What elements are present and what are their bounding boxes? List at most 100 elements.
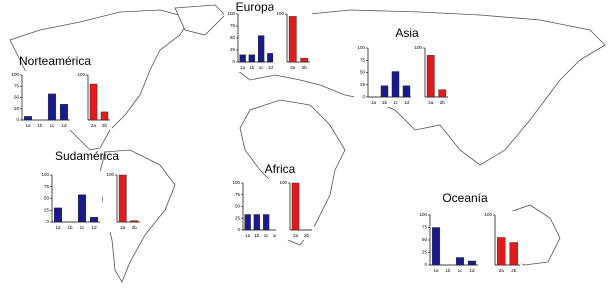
bar: [77, 194, 87, 223]
x-tick-label: 2a: [120, 225, 126, 230]
region-title: Norteamérica: [19, 54, 91, 68]
bar: [47, 93, 57, 121]
region-title: Sudamérica: [55, 149, 119, 163]
y-tick-label: 100: [414, 45, 422, 50]
x-tick-label: 2b: [304, 233, 310, 238]
x-tick-label: 2b: [302, 65, 308, 70]
bar: [509, 242, 518, 266]
x-tick-label: 1a: [433, 268, 439, 273]
x-tick-label: 2a: [499, 268, 505, 273]
bar: [239, 54, 246, 63]
x-tick-label: 1a: [25, 123, 31, 128]
x-tick-label: 1a: [245, 233, 251, 238]
bar: [380, 85, 389, 98]
y-tick-label: 100: [41, 172, 49, 177]
y-tick-label: 75: [44, 184, 50, 189]
bar: [257, 35, 265, 63]
x-tick-label: 1d: [268, 65, 274, 70]
bar: [244, 214, 251, 231]
bar: [130, 220, 139, 223]
x-tick-label: 2b: [511, 268, 517, 273]
y-tick-label: 25: [235, 215, 241, 220]
x-tick-label: 1b: [445, 268, 451, 273]
y-tick-label: 25: [14, 106, 20, 111]
bar: [455, 257, 465, 266]
y-tick-label: 100: [357, 45, 365, 50]
x-tick-label: 1d: [273, 233, 279, 238]
bar: [431, 227, 441, 266]
x-tick-label: 2b: [102, 123, 108, 128]
region-title: Oceanía: [442, 191, 488, 205]
bar: [497, 237, 506, 266]
y-tick-label: 0: [362, 94, 365, 99]
x-tick-label: 1c: [50, 123, 56, 128]
bar: [89, 83, 98, 121]
bar: [262, 214, 270, 231]
y-tick-label: 100: [11, 72, 19, 77]
x-tick-label: 1d: [404, 100, 410, 105]
x-tick-label: 1a: [240, 65, 246, 70]
y-tick-label: 100: [77, 72, 85, 77]
y-tick-label: 0: [46, 219, 49, 224]
x-tick-label: 1d: [61, 123, 67, 128]
x-tick-label: 1c: [393, 100, 399, 105]
y-tick-label: 100: [232, 180, 240, 185]
y-tick-label: 75: [422, 225, 428, 230]
bar: [402, 85, 411, 98]
y-tick-label: 100: [484, 212, 492, 217]
bar: [438, 89, 447, 98]
bar: [467, 260, 477, 266]
x-tick-label: 1a: [55, 225, 61, 230]
x-tick-label: 1b: [37, 123, 43, 128]
region-title: Asia: [395, 26, 419, 40]
bar: [59, 104, 69, 121]
x-tick-label: 1c: [458, 268, 464, 273]
y-tick-label: 75: [235, 192, 241, 197]
x-tick-label: 1d: [469, 268, 475, 273]
bar: [267, 53, 274, 63]
y-tick-label: 75: [360, 57, 366, 62]
y-tick-label: 25: [230, 47, 236, 52]
y-tick-label: 75: [14, 83, 20, 88]
region-title: Europa: [236, 0, 275, 14]
bar: [248, 54, 256, 63]
y-tick-label: 50: [235, 204, 241, 209]
bar: [23, 116, 33, 121]
x-tick-label: 1b: [249, 65, 255, 70]
y-tick-label: 100: [279, 180, 287, 185]
x-tick-label: 1a: [371, 100, 377, 105]
x-tick-label: 1d: [91, 225, 97, 230]
bar: [288, 16, 297, 63]
y-tick-label: 50: [230, 35, 236, 40]
bar: [53, 207, 63, 223]
y-tick-label: 25: [422, 250, 428, 255]
y-tick-label: 25: [44, 207, 50, 212]
x-tick-label: 1b: [254, 233, 260, 238]
y-tick-label: 100: [276, 11, 284, 16]
y-tick-label: 50: [360, 70, 366, 75]
bar: [89, 217, 99, 223]
y-tick-label: 0: [16, 117, 19, 122]
bar: [253, 214, 261, 231]
y-tick-label: 50: [14, 95, 20, 100]
bar: [391, 71, 400, 98]
x-tick-label: 1c: [264, 233, 270, 238]
y-tick-label: 75: [230, 23, 236, 28]
y-tick-label: 25: [360, 82, 366, 87]
bar: [426, 55, 435, 98]
x-tick-label: 2b: [132, 225, 138, 230]
x-tick-label: 2a: [91, 123, 97, 128]
y-tick-label: 0: [424, 262, 427, 267]
x-tick-label: 1b: [382, 100, 388, 105]
x-tick-label: 2a: [428, 100, 434, 105]
bar: [100, 111, 109, 121]
bar: [291, 182, 300, 231]
y-tick-label: 50: [44, 196, 50, 201]
x-tick-label: 2a: [293, 233, 299, 238]
x-tick-label: 2a: [290, 65, 296, 70]
x-tick-label: 1b: [67, 225, 73, 230]
y-tick-label: 100: [227, 11, 235, 16]
y-tick-label: 50: [422, 237, 428, 242]
x-tick-label: 1c: [259, 65, 265, 70]
